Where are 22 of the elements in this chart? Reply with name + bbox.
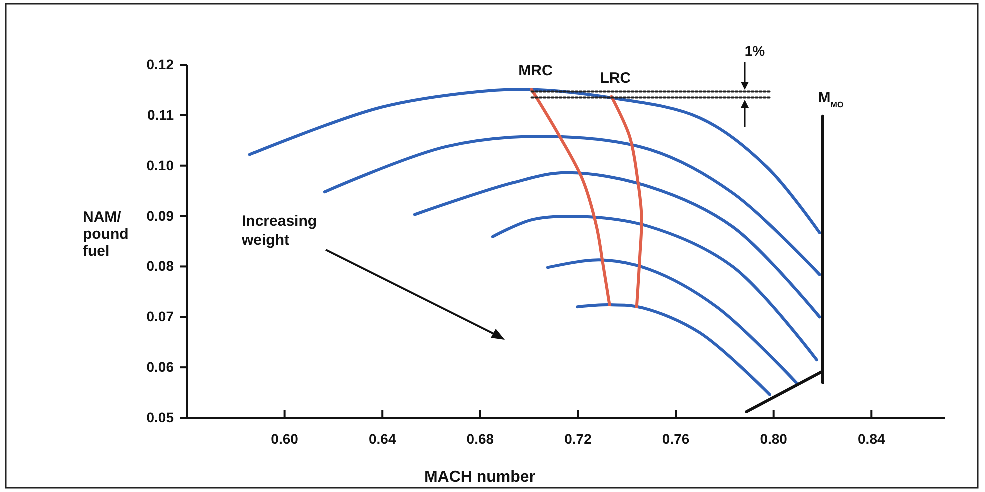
x-tick-label: 0.68 <box>466 430 494 447</box>
y-tick-label: 0.12 <box>146 56 174 72</box>
series-label: MRC <box>518 62 554 80</box>
x-axis-title: MACH number <box>424 469 536 486</box>
y-tick-label: 0.05 <box>146 409 174 426</box>
y-axis-title: NAM/ pound fuel <box>83 209 129 260</box>
y-tick-label: 0.09 <box>146 208 174 224</box>
series-label: LRC <box>600 70 632 87</box>
x-tick-label: 0.80 <box>760 430 788 447</box>
x-tick-label: 0.72 <box>564 430 592 447</box>
y-tick-label: 0.10 <box>146 157 174 174</box>
x-tick-label: 0.84 <box>858 430 886 447</box>
annotation: Increasing weight <box>241 213 318 249</box>
y-tick-label: 0.11 <box>148 106 174 123</box>
y-tick-label: 0.06 <box>146 359 174 376</box>
x-tick-label: 0.64 <box>368 430 396 447</box>
text: 1% <box>744 43 766 59</box>
x-tick-label: 0.76 <box>662 430 690 447</box>
y-tick-label: 0.08 <box>146 258 174 274</box>
x-tick-label: 0.60 <box>271 430 299 447</box>
series-label: M$_{MO}$ <box>818 89 844 109</box>
y-tick-label: 0.07 <box>146 308 174 325</box>
